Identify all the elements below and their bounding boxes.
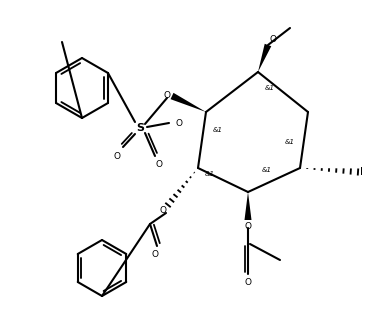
Text: &1: &1 xyxy=(205,171,215,177)
Text: O: O xyxy=(151,250,159,259)
Polygon shape xyxy=(258,44,271,72)
Text: O: O xyxy=(269,35,276,44)
Text: O: O xyxy=(156,160,163,169)
Text: &1: &1 xyxy=(213,127,223,133)
Text: O: O xyxy=(114,152,121,161)
Text: O: O xyxy=(244,278,251,287)
Polygon shape xyxy=(244,192,251,220)
Text: I: I xyxy=(360,167,363,177)
Text: &1: &1 xyxy=(265,85,275,91)
Polygon shape xyxy=(170,93,206,112)
Text: S: S xyxy=(136,123,144,133)
Text: O: O xyxy=(163,92,170,100)
Text: O: O xyxy=(175,118,182,127)
Text: O: O xyxy=(159,206,166,215)
Text: &1: &1 xyxy=(285,139,295,145)
Text: &1: &1 xyxy=(262,167,272,173)
Text: O: O xyxy=(244,222,251,231)
